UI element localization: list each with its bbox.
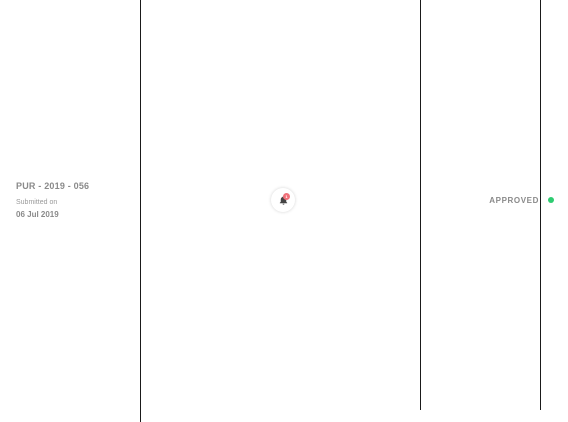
column-divider [540, 0, 541, 410]
submitted-label: Submitted on [16, 199, 58, 206]
status-label: APPROVED [489, 195, 539, 205]
status-indicator-dot [548, 197, 554, 203]
request-ref-number[interactable]: PUR - 2019 - 056 [16, 181, 90, 191]
status-cell: APPROVED [470, 194, 554, 206]
column-divider [420, 0, 421, 410]
submitted-date: 06 Jul 2019 [16, 210, 59, 219]
column-divider [140, 0, 141, 422]
notification-badge: 1 [283, 193, 290, 200]
request-info-cell: PUR - 2019 - 056 Submitted on 06 Jul 201… [16, 180, 136, 220]
notification-button[interactable]: 1 [271, 188, 295, 212]
